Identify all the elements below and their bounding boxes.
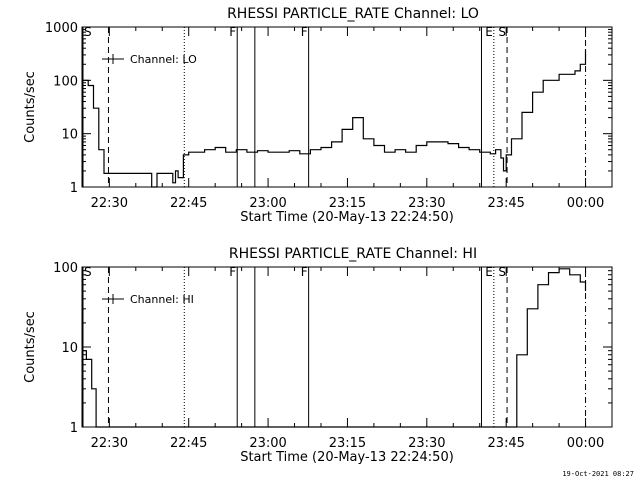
x-tick-label: 23:45 xyxy=(487,196,524,211)
chart-panel-hi: RHESSI PARTICLE_RATE Channel: HI 1 10 100 22… xyxy=(23,246,613,465)
y-tick-label: 100 xyxy=(53,74,78,89)
x-axis-label: Start Time (20-May-13 22:24:50) xyxy=(240,450,454,465)
y-tick-label: 1 xyxy=(70,181,78,196)
x-tick-label: 23:15 xyxy=(329,436,366,451)
event-label: F xyxy=(301,25,308,39)
event-label: S xyxy=(498,25,506,39)
event-label: S xyxy=(84,25,92,39)
y-tick-label: 1 xyxy=(70,421,78,436)
x-tick-label: 23:00 xyxy=(249,436,286,451)
y-tick-label: 1000 xyxy=(45,21,78,36)
x-tick-label: 22:30 xyxy=(91,436,128,451)
x-tick-label: 22:45 xyxy=(170,436,207,451)
chart-panel-lo: RHESSI PARTICLE_RATE Channel: LO 1 10 100 10… xyxy=(23,6,613,225)
y-axis-label: Counts/sec xyxy=(23,71,38,143)
event-label: S xyxy=(84,265,92,279)
y-tick-label: 10 xyxy=(61,341,78,356)
event-label: F xyxy=(229,25,236,39)
x-tick-label: 23:30 xyxy=(408,436,445,451)
x-tick-label: 23:45 xyxy=(487,436,524,451)
y-axis-label: Counts/sec xyxy=(23,311,38,383)
y-tick-label: 100 xyxy=(53,261,78,276)
plot-frame xyxy=(81,266,613,428)
chart-title: RHESSI PARTICLE_RATE Channel: LO xyxy=(227,6,479,22)
y-tick-label: 10 xyxy=(61,128,78,143)
event-label: S xyxy=(498,265,506,279)
legend-label: Channel: HI xyxy=(130,293,194,306)
event-label: F xyxy=(301,265,308,279)
x-tick-label: 23:30 xyxy=(408,196,445,211)
event-label: F xyxy=(229,265,236,279)
chart-title: RHESSI PARTICLE_RATE Channel: HI xyxy=(229,246,477,262)
legend-label: Channel: LO xyxy=(130,53,197,66)
x-axis-label: Start Time (20-May-13 22:24:50) xyxy=(240,210,454,225)
x-tick-label: 23:00 xyxy=(249,196,286,211)
series-line xyxy=(82,268,587,428)
x-tick-label: 22:30 xyxy=(91,196,128,211)
event-label: E xyxy=(485,265,493,279)
x-tick-label: 22:45 xyxy=(170,196,207,211)
series-line xyxy=(82,49,587,188)
x-tick-label: 23:15 xyxy=(329,196,366,211)
event-label: E xyxy=(485,25,493,39)
footer-timestamp: 19-Oct-2021 08:27 xyxy=(562,470,634,478)
x-tick-label: 00:00 xyxy=(567,436,604,451)
x-tick-label: 00:00 xyxy=(567,196,604,211)
